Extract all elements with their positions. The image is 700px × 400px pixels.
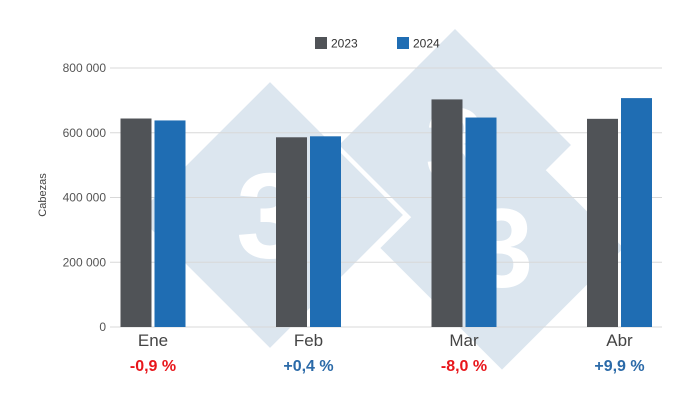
change-annotations: -0,9 % +0,4 % -8,0 % +9,9 % [130, 358, 645, 375]
y-tick-label: 600 000 [63, 126, 107, 140]
bar-2023-ene [120, 118, 152, 327]
bar-2023-mar [431, 99, 463, 327]
x-axis-categories: Ene Feb Mar Abr [138, 331, 633, 350]
y-axis-label: Cabezas [37, 173, 49, 217]
legend-swatch [315, 37, 327, 49]
legend-item-2023[interactable]: 2023 [315, 37, 358, 51]
bar-2023-feb [276, 137, 307, 327]
x-category-label: Feb [294, 331, 323, 350]
grid-lines [110, 67, 662, 328]
y-tick-label: 200 000 [63, 255, 107, 269]
bar-2023-abr [587, 118, 618, 327]
bar-2024-mar [465, 117, 497, 327]
legend: 2023 2024 [315, 37, 440, 51]
y-tick-label: 400 000 [63, 191, 107, 205]
bar-2024-abr [621, 98, 652, 327]
legend-label: 2023 [331, 37, 358, 51]
change-annotation: -0,9 % [130, 358, 176, 375]
legend-item-2024[interactable]: 2024 [397, 37, 440, 51]
x-category-label: Ene [138, 331, 168, 350]
y-tick-label: 0 [99, 320, 106, 334]
y-tick-label: 800 000 [63, 61, 107, 75]
bar-2024-feb [310, 136, 341, 327]
legend-swatch [397, 37, 409, 49]
bars [120, 98, 652, 327]
y-axis-ticks: 0 200 000 400 000 600 000 800 000 [63, 61, 107, 334]
change-annotation: +9,9 % [594, 358, 644, 375]
x-category-label: Mar [449, 331, 479, 350]
x-category-label: Abr [606, 331, 633, 350]
bar-2024-ene [154, 120, 186, 327]
watermark-logo: 333 [137, 29, 624, 370]
change-annotation: -8,0 % [441, 358, 487, 375]
legend-label: 2024 [413, 37, 440, 51]
change-annotation: +0,4 % [283, 358, 333, 375]
